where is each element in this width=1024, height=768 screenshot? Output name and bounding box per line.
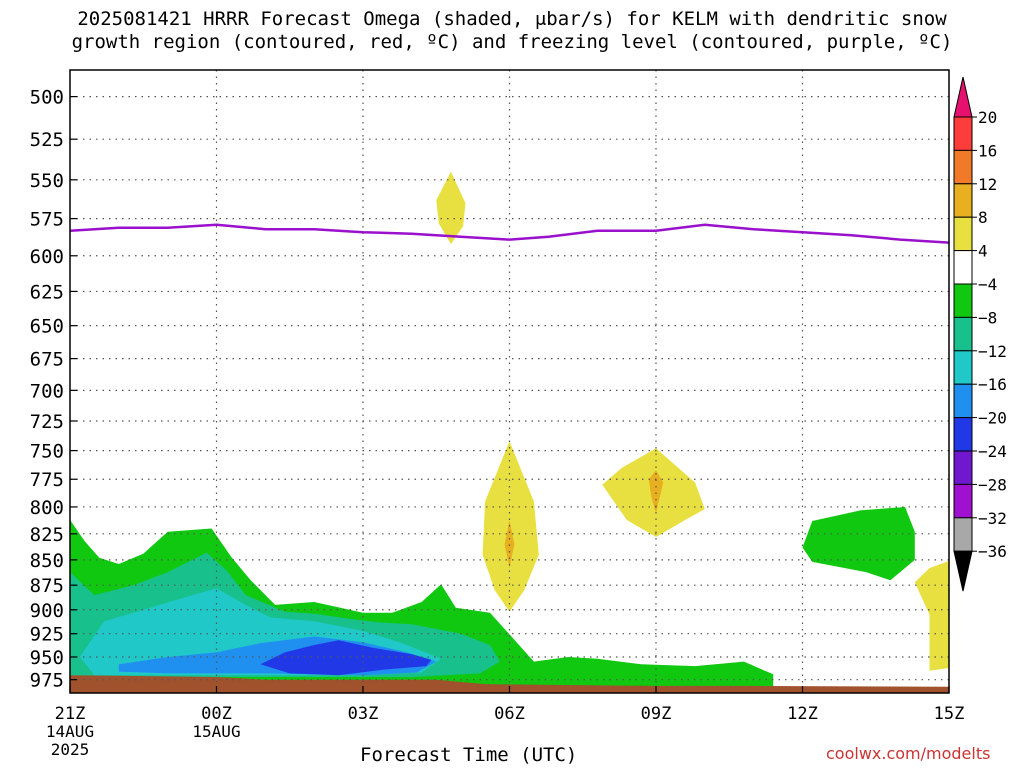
y-tick-label-575: 575	[30, 209, 64, 231]
y-tick-label-900: 900	[30, 600, 64, 622]
omega-region-5	[260, 640, 432, 676]
colorbar: 20 16 12 8 4 −4 −8 −12 −16 −20 −24 −28 −32 −36	[953, 76, 1007, 592]
colorbar-label-1: 16	[978, 141, 997, 160]
x-tick-sublabel-14AUG: 14AUG	[46, 722, 94, 741]
y-tick-label-750: 750	[30, 441, 64, 463]
colorbar-label-6: −8	[978, 308, 997, 327]
colorbar-box-9	[953, 383, 973, 419]
chart-title-line-2: growth region (contoured, red, ºC) and f…	[71, 31, 953, 53]
y-tick-label-625: 625	[30, 281, 64, 303]
y-tick-label-500: 500	[30, 87, 64, 109]
x-tick-sublabel-15AUG: 15AUG	[192, 722, 240, 741]
x-tick-label-21Z: 21Z	[55, 704, 86, 724]
colorbar-label-9: −20	[978, 409, 1007, 428]
x-tick-label-09Z: 09Z	[641, 704, 672, 724]
colorbar-box-11	[953, 450, 973, 485]
colorbar-box-10	[953, 417, 973, 452]
y-tick-label-925: 925	[30, 624, 64, 646]
omega-region-10	[504, 519, 515, 569]
source-credit: coolwx.com/modelts	[826, 744, 991, 763]
y-tick-label-975: 975	[30, 670, 64, 692]
colorbar-label-12: −32	[978, 509, 1007, 528]
colorbar-label-8: −16	[978, 375, 1007, 394]
colorbar-label-5: −4	[978, 275, 997, 294]
colorbar-label-4: 4	[978, 242, 988, 261]
y-tick-label-875: 875	[30, 575, 64, 597]
omega-shading-layer	[70, 171, 949, 693]
omega-region-6	[436, 171, 466, 245]
axis-labels: 500 525 550 575 600 625 650 675 700 725 750 775 800 8…	[30, 87, 965, 759]
colorbar-top-arrow	[953, 76, 973, 118]
y-tick-label-950: 950	[30, 647, 64, 669]
y-tick-label-550: 550	[30, 170, 64, 192]
colorbar-box-6	[953, 283, 973, 318]
y-tick-label-675: 675	[30, 349, 64, 371]
colorbar-label-11: −28	[978, 475, 1007, 494]
colorbar-box-2	[953, 149, 973, 185]
colorbar-bottom-arrow	[953, 550, 973, 592]
y-tick-label-600: 600	[30, 246, 64, 268]
chart-title-line-1: 2025081421 HRRR Forecast Omega (shaded, …	[77, 8, 947, 30]
colorbar-box-7	[953, 316, 973, 352]
colorbar-box-5	[953, 250, 973, 285]
x-tick-label-15Z: 15Z	[934, 704, 965, 724]
y-tick-label-775: 775	[30, 469, 64, 491]
omega-region-9	[914, 560, 949, 671]
y-tick-label-700: 700	[30, 380, 64, 402]
omega-region-12	[802, 507, 915, 581]
colorbar-label-2: 12	[978, 175, 997, 194]
x-tick-label-12Z: 12Z	[787, 704, 818, 724]
x-tick-sublabel-2025: 2025	[51, 740, 90, 759]
x-tick-label-00Z: 00Z	[201, 704, 232, 724]
x-tick-label-03Z: 03Z	[348, 704, 379, 724]
y-tick-label-525: 525	[30, 129, 64, 151]
y-tick-label-800: 800	[30, 497, 64, 519]
x-tick-label-06Z: 06Z	[494, 704, 525, 724]
freezing-level-line	[69, 223, 950, 244]
freezing-level-layer	[69, 223, 950, 244]
colorbar-label-10: −24	[978, 442, 1007, 461]
omega-region-11	[648, 470, 664, 514]
x-axis-title: Forecast Time (UTC)	[360, 744, 578, 766]
surface-terrain	[70, 675, 949, 693]
colorbar-label-3: 8	[978, 208, 988, 227]
colorbar-label-0: 20	[978, 108, 997, 127]
y-tick-label-825: 825	[30, 524, 64, 546]
colorbar-label-7: −12	[978, 342, 1007, 361]
y-tick-label-650: 650	[30, 316, 64, 338]
colorbar-box-4	[953, 216, 973, 252]
colorbar-box-1	[953, 116, 973, 151]
colorbar-box-8	[953, 350, 973, 385]
colorbar-box-13	[953, 517, 973, 552]
y-tick-label-850: 850	[30, 550, 64, 572]
colorbar-box-12	[953, 483, 973, 519]
y-tick-label-725: 725	[30, 411, 64, 433]
colorbar-label-13: −36	[978, 542, 1007, 561]
colorbar-box-3	[953, 183, 973, 218]
